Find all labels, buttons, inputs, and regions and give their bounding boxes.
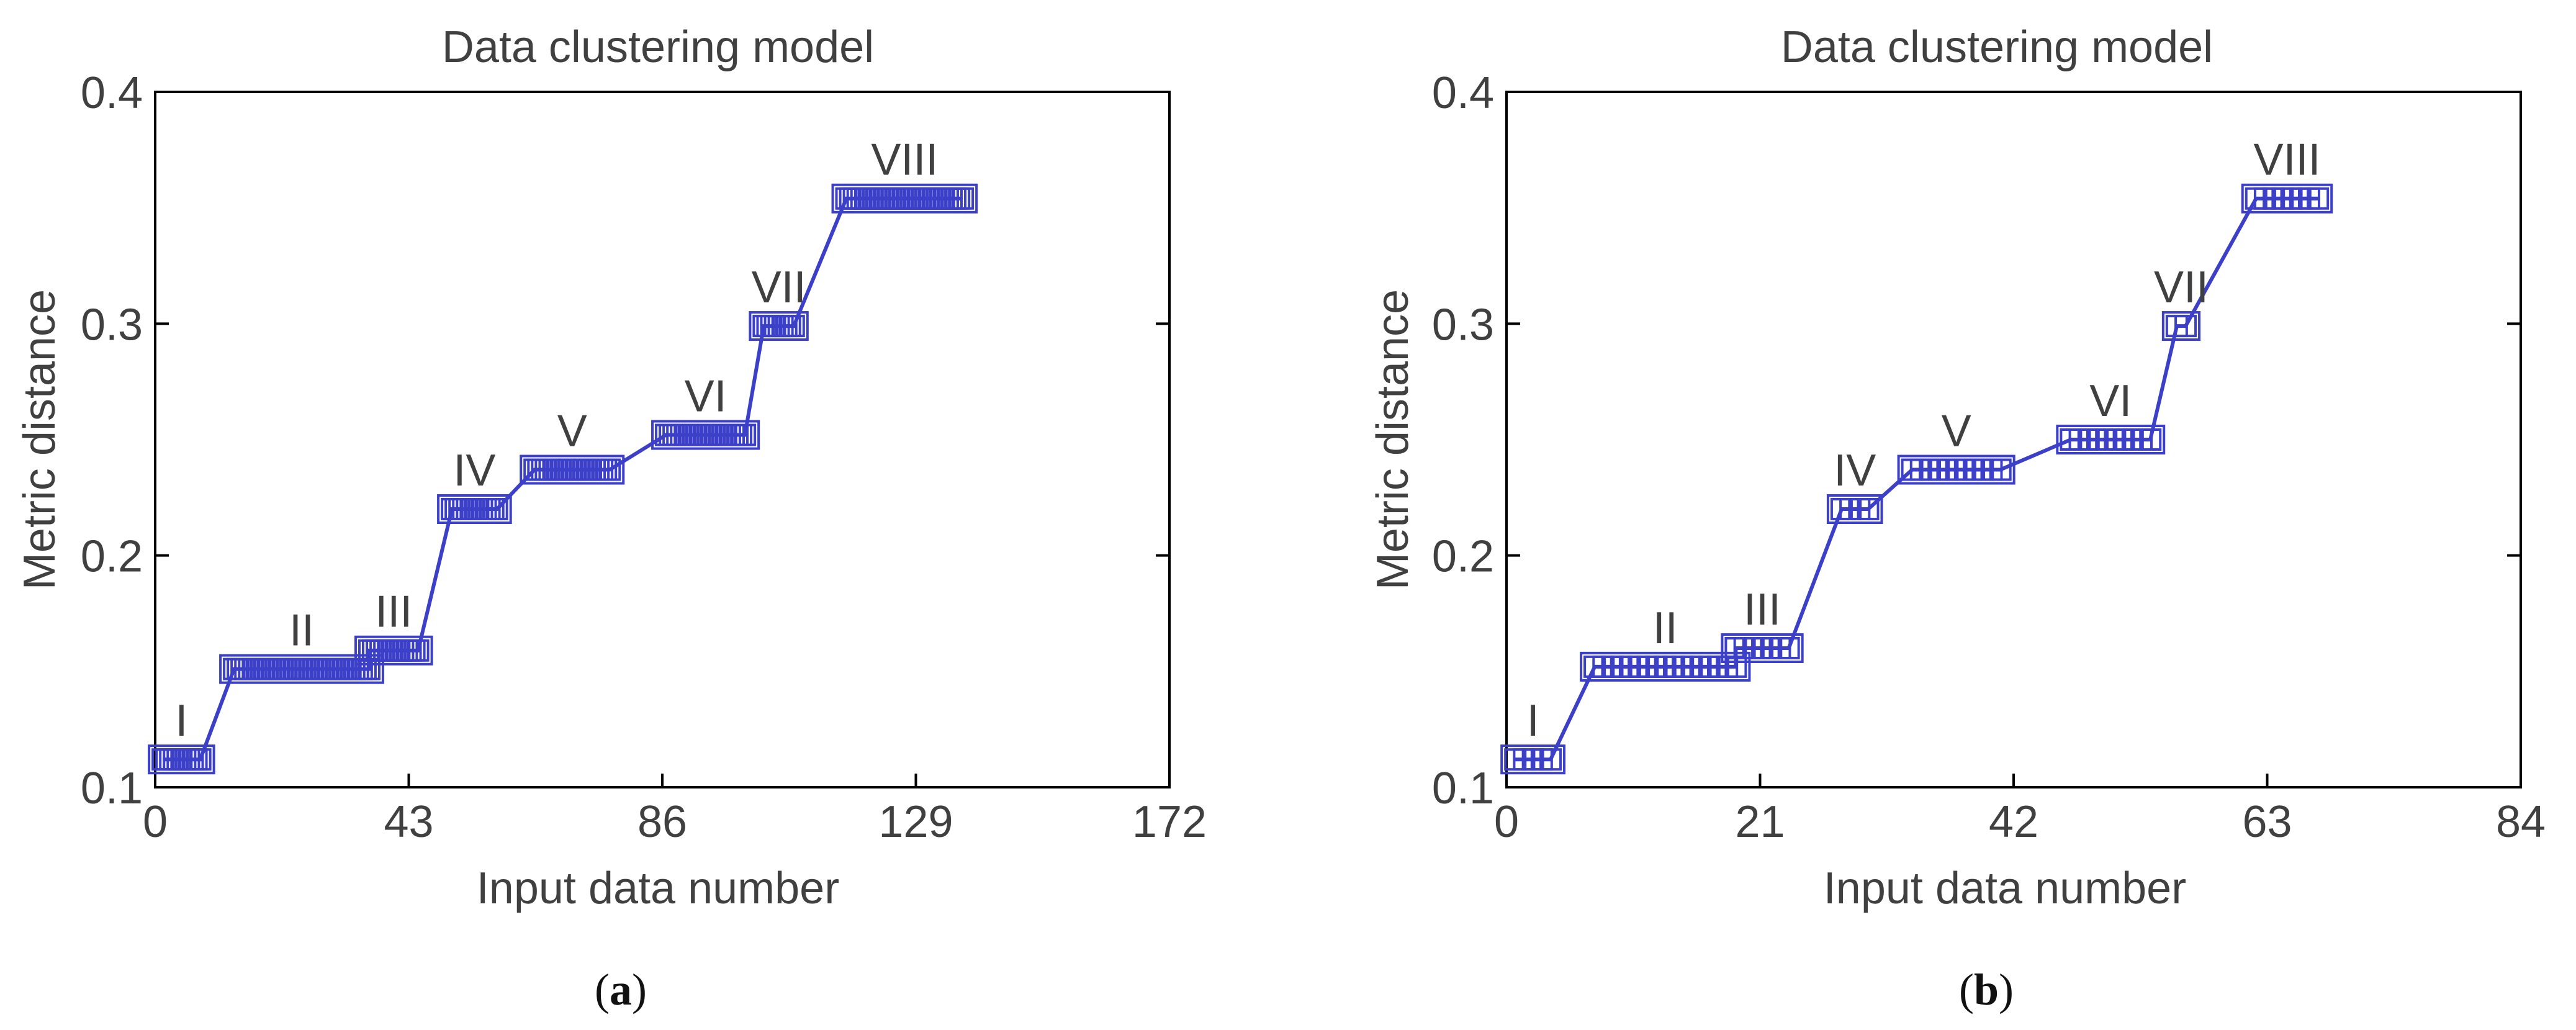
cluster-label: II	[1653, 603, 1678, 653]
cluster-box	[1826, 494, 1883, 524]
x-axis-ticks: 0 43 86 129 172	[143, 774, 1207, 847]
series-line	[1515, 196, 2318, 762]
y-tick-label: 0.2	[81, 532, 143, 582]
cluster-label: II	[289, 606, 314, 656]
data-point-marker	[1989, 458, 2012, 481]
cluster-label: VII	[752, 263, 806, 312]
cluster-box	[520, 454, 625, 485]
chart-title: Data clustering model	[442, 22, 874, 72]
cluster-box	[651, 420, 760, 450]
data-point-marker	[189, 748, 212, 771]
data-point-marker	[2307, 187, 2330, 210]
data-series	[148, 183, 978, 775]
y-tick-label: 0.2	[1432, 532, 1494, 582]
x-axis-ticks: 0 21 42 63 84	[1494, 774, 2546, 847]
y-axis-ticks: 0.1 0.2 0.3 0.4	[1432, 68, 2521, 813]
y-tick-label: 0.1	[1432, 764, 1494, 813]
data-point-marker	[2174, 315, 2197, 338]
cluster-box	[2056, 425, 2166, 454]
data-point-marker	[407, 639, 430, 662]
cluster-label: I	[1527, 696, 1539, 746]
x-axis-label: Input data number	[1824, 864, 2186, 913]
chart-panel-b: Data clustering model 0 21 42 63 84 0.10.20.…	[1368, 22, 2546, 1014]
plot-frame	[1505, 91, 2522, 788]
data-point-marker	[952, 187, 975, 210]
cluster-label: III	[375, 587, 412, 637]
y-axis-ticks: 0.1 0.2 0.3 0.4	[81, 68, 1169, 813]
y-tick-label: 0.1	[81, 764, 143, 813]
cluster-label: VIII	[2253, 135, 2320, 185]
data-point-marker	[1857, 498, 1880, 520]
data-point-marker	[1539, 748, 1562, 771]
cluster-label: VI	[2089, 376, 2132, 426]
cluster-box	[437, 494, 512, 524]
x-tick-label: 21	[1735, 797, 1785, 847]
data-point-marker	[598, 458, 621, 481]
cluster-label: IV	[1834, 446, 1876, 495]
cluster-box	[148, 744, 215, 775]
x-tick-label: 43	[384, 797, 433, 847]
x-tick-label: 0	[1494, 797, 1519, 847]
x-tick-label: 129	[878, 797, 953, 847]
x-tick-label: 172	[1132, 797, 1207, 847]
data-series	[1500, 183, 2333, 775]
cluster-label: IV	[453, 446, 495, 495]
cluster-box	[749, 311, 809, 341]
x-tick-label: 63	[2242, 797, 2292, 847]
cluster-box	[831, 183, 978, 214]
data-point-marker	[485, 498, 508, 520]
cluster-box	[219, 654, 384, 684]
cluster-label: V	[557, 407, 587, 456]
cluster-label: VI	[685, 372, 727, 422]
data-point-marker	[358, 657, 381, 680]
cluster-box	[2161, 311, 2201, 341]
y-tick-label: 0.4	[1432, 68, 1494, 118]
x-tick-label: 42	[1989, 797, 2038, 847]
x-axis-label: Input data number	[477, 864, 839, 913]
y-tick-label: 0.3	[1432, 300, 1494, 350]
cluster-label: VIII	[871, 135, 938, 185]
cluster-box	[354, 635, 433, 666]
cluster-label: III	[1744, 585, 1781, 635]
cluster-box	[2241, 183, 2333, 214]
chart-title: Data clustering model	[1781, 22, 2213, 72]
cluster-label: V	[1942, 407, 1971, 456]
y-tick-label: 0.4	[81, 68, 143, 118]
cluster-box	[1500, 744, 1566, 775]
panel-caption: (a)	[595, 965, 647, 1014]
panel-caption: (b)	[1959, 965, 2014, 1014]
x-tick-label: 86	[637, 797, 687, 847]
chart-panel-a: Data clustering model 0 43 86 129 172 0.1 0.2…	[15, 22, 1207, 1014]
y-tick-label: 0.3	[81, 300, 143, 350]
data-point-marker	[2139, 428, 2162, 451]
cluster-label: I	[175, 696, 187, 746]
x-tick-label: 0	[143, 797, 168, 847]
data-point-marker	[1777, 637, 1800, 659]
data-point-marker	[734, 423, 757, 446]
cluster-box	[1580, 651, 1751, 682]
y-axis-label: Metric distance	[15, 289, 65, 590]
cluster-box	[1897, 454, 2015, 485]
y-axis-label: Metric distance	[1368, 289, 1418, 590]
cluster-label: VII	[2154, 263, 2209, 312]
data-point-marker	[782, 315, 805, 338]
cluster-box	[1721, 633, 1804, 663]
x-tick-label: 84	[2496, 797, 2546, 847]
